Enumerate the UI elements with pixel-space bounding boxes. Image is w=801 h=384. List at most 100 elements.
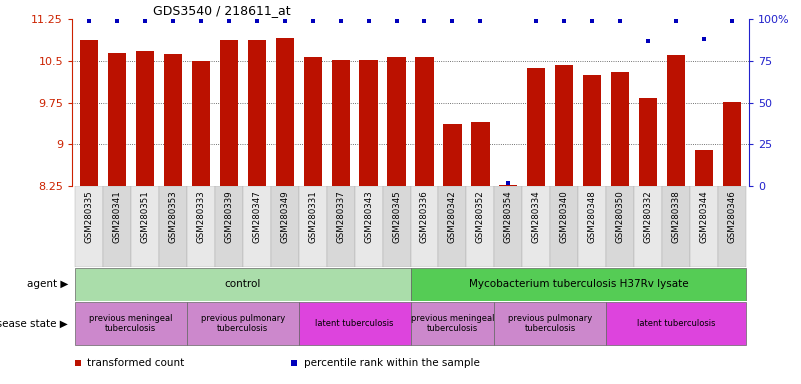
Point bbox=[670, 18, 682, 24]
Bar bbox=[522, 186, 550, 267]
Bar bbox=[327, 186, 355, 267]
Bar bbox=[299, 302, 410, 345]
Text: GSM280353: GSM280353 bbox=[168, 190, 177, 243]
Bar bbox=[410, 302, 494, 345]
Text: latent tuberculosis: latent tuberculosis bbox=[637, 319, 715, 328]
Point bbox=[390, 18, 403, 24]
Text: GSM280354: GSM280354 bbox=[504, 190, 513, 243]
Point bbox=[139, 18, 151, 24]
Point bbox=[223, 18, 235, 24]
Text: GSM280335: GSM280335 bbox=[84, 190, 94, 243]
Bar bbox=[187, 302, 299, 345]
Text: previous pulmonary
tuberculosis: previous pulmonary tuberculosis bbox=[200, 314, 285, 333]
Point bbox=[306, 18, 319, 24]
Bar bbox=[131, 186, 159, 267]
Bar bbox=[410, 186, 438, 267]
Bar bbox=[74, 302, 187, 345]
Bar bbox=[219, 40, 238, 186]
Text: control: control bbox=[224, 279, 261, 289]
Text: GSM280348: GSM280348 bbox=[588, 190, 597, 243]
Bar bbox=[466, 186, 494, 267]
Bar bbox=[80, 40, 98, 186]
Bar bbox=[248, 40, 266, 186]
Text: GSM280346: GSM280346 bbox=[727, 190, 737, 243]
Text: GSM280350: GSM280350 bbox=[616, 190, 625, 243]
Text: GSM280331: GSM280331 bbox=[308, 190, 317, 243]
Bar bbox=[215, 186, 243, 267]
Bar bbox=[74, 186, 103, 267]
Point bbox=[558, 18, 571, 24]
Bar bbox=[639, 98, 658, 186]
Bar bbox=[634, 186, 662, 267]
Bar bbox=[444, 124, 461, 186]
Bar bbox=[299, 186, 327, 267]
Bar bbox=[360, 60, 377, 186]
Bar bbox=[438, 186, 466, 267]
Point bbox=[83, 18, 95, 24]
Point bbox=[362, 18, 375, 24]
Bar bbox=[163, 54, 182, 186]
Text: previous meningeal
tuberculosis: previous meningeal tuberculosis bbox=[411, 314, 494, 333]
Text: GSM280349: GSM280349 bbox=[280, 190, 289, 243]
Bar bbox=[187, 186, 215, 267]
Point bbox=[614, 18, 626, 24]
Bar bbox=[271, 186, 299, 267]
Point bbox=[642, 38, 654, 44]
Point bbox=[418, 18, 431, 24]
Text: GDS3540 / 218611_at: GDS3540 / 218611_at bbox=[153, 3, 291, 17]
Point bbox=[502, 180, 515, 186]
Bar bbox=[606, 186, 634, 267]
Bar bbox=[499, 185, 517, 186]
Point bbox=[726, 18, 739, 24]
Text: GSM280341: GSM280341 bbox=[112, 190, 121, 243]
Bar bbox=[662, 186, 690, 267]
Bar bbox=[690, 186, 718, 267]
Bar bbox=[191, 61, 210, 186]
Bar bbox=[606, 302, 747, 345]
Bar bbox=[550, 186, 578, 267]
Bar bbox=[74, 268, 410, 301]
Bar bbox=[416, 57, 433, 186]
Point bbox=[111, 18, 123, 24]
Text: GSM280340: GSM280340 bbox=[560, 190, 569, 243]
Text: previous pulmonary
tuberculosis: previous pulmonary tuberculosis bbox=[508, 314, 593, 333]
Text: GSM280338: GSM280338 bbox=[672, 190, 681, 243]
Point bbox=[474, 18, 487, 24]
Bar bbox=[410, 268, 747, 301]
Text: disease state ▶: disease state ▶ bbox=[0, 318, 68, 329]
Text: GSM280352: GSM280352 bbox=[476, 190, 485, 243]
Text: GSM280347: GSM280347 bbox=[252, 190, 261, 243]
Bar bbox=[355, 186, 383, 267]
Text: GSM280336: GSM280336 bbox=[420, 190, 429, 243]
Bar bbox=[108, 53, 126, 186]
Text: GSM280345: GSM280345 bbox=[392, 190, 401, 243]
Text: GSM280339: GSM280339 bbox=[224, 190, 233, 243]
Point bbox=[446, 18, 459, 24]
Bar bbox=[494, 302, 606, 345]
Bar bbox=[718, 186, 747, 267]
Bar bbox=[578, 186, 606, 267]
Text: agent ▶: agent ▶ bbox=[26, 279, 68, 289]
Bar bbox=[527, 68, 545, 186]
Bar bbox=[555, 65, 574, 186]
Text: previous meningeal
tuberculosis: previous meningeal tuberculosis bbox=[89, 314, 172, 333]
Point bbox=[698, 36, 710, 42]
Bar bbox=[304, 56, 322, 186]
Bar bbox=[667, 55, 686, 186]
Point bbox=[278, 18, 291, 24]
Bar bbox=[159, 186, 187, 267]
Text: GSM280351: GSM280351 bbox=[140, 190, 149, 243]
Text: GSM280342: GSM280342 bbox=[448, 190, 457, 243]
Bar bbox=[243, 186, 271, 267]
Point bbox=[586, 18, 598, 24]
Point bbox=[453, 203, 466, 209]
Bar bbox=[471, 122, 489, 186]
Text: Mycobacterium tuberculosis H37Rv lysate: Mycobacterium tuberculosis H37Rv lysate bbox=[469, 279, 688, 289]
Bar bbox=[103, 186, 131, 267]
Point bbox=[195, 18, 207, 24]
Text: transformed count: transformed count bbox=[87, 358, 184, 368]
Text: percentile rank within the sample: percentile rank within the sample bbox=[304, 358, 480, 368]
Text: latent tuberculosis: latent tuberculosis bbox=[316, 319, 394, 328]
Bar bbox=[695, 150, 713, 186]
Point bbox=[334, 18, 347, 24]
